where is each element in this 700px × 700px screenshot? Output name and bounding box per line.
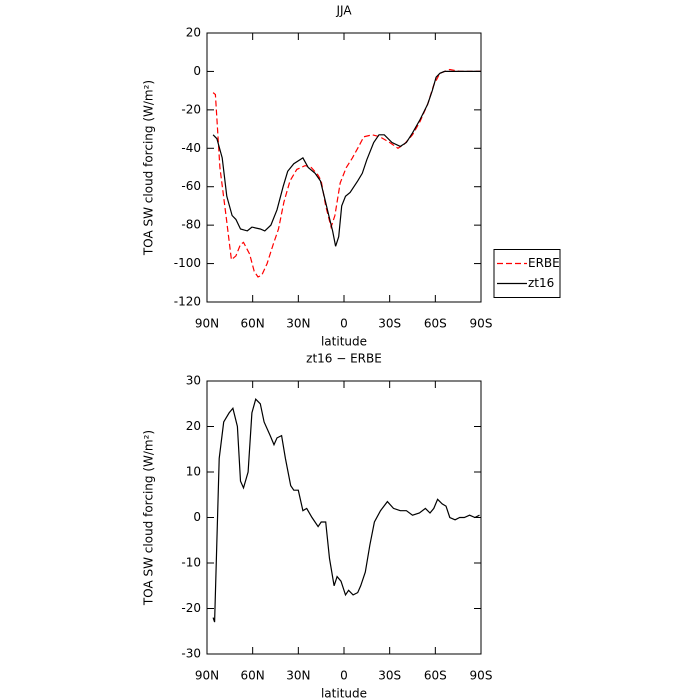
y-tick-label: 20 bbox=[186, 419, 201, 433]
y-tick-label: 10 bbox=[186, 465, 201, 479]
x-tick-label: 90S bbox=[470, 669, 493, 683]
y-tick-label: -40 bbox=[181, 141, 201, 155]
x-axis-label: latitude bbox=[321, 335, 367, 349]
x-tick-label: 60N bbox=[241, 317, 265, 331]
legend-box bbox=[493, 249, 561, 298]
plot-frame bbox=[206, 32, 482, 303]
chart-title: JJA bbox=[335, 4, 352, 18]
x-tick-label: 90N bbox=[195, 669, 219, 683]
y-tick-label: 20 bbox=[186, 26, 201, 40]
data-line bbox=[212, 68, 481, 278]
x-tick-label: 30S bbox=[378, 317, 401, 331]
plot-frame bbox=[206, 380, 482, 655]
y-tick-label: -20 bbox=[181, 601, 201, 615]
x-tick-label: 0 bbox=[340, 317, 348, 331]
x-tick-label: 90S bbox=[470, 317, 493, 331]
y-tick-label: -20 bbox=[181, 102, 201, 116]
y-tick-label: -30 bbox=[181, 647, 201, 661]
x-tick-label: 90N bbox=[195, 317, 219, 331]
x-tick-label: 30N bbox=[286, 669, 310, 683]
x-tick-label: 30N bbox=[286, 317, 310, 331]
legend-label: zt16 bbox=[528, 276, 554, 290]
y-tick-label: -100 bbox=[174, 256, 201, 270]
y-tick-label: 0 bbox=[193, 510, 201, 524]
x-axis-label: latitude bbox=[321, 687, 367, 700]
y-tick-label: -80 bbox=[181, 218, 201, 232]
x-tick-label: 30S bbox=[378, 669, 401, 683]
legend-label: ERBE bbox=[528, 256, 560, 270]
y-axis-label: TOA SW cloud forcing (W/m²) bbox=[142, 80, 156, 256]
x-tick-label: 60S bbox=[424, 317, 447, 331]
x-tick-label: 0 bbox=[340, 669, 348, 683]
chart-title: zt16 − ERBE bbox=[306, 352, 382, 366]
x-tick-label: 60S bbox=[424, 669, 447, 683]
y-tick-label: -60 bbox=[181, 179, 201, 193]
y-tick-label: -10 bbox=[181, 556, 201, 570]
data-line bbox=[212, 398, 480, 623]
x-tick-label: 60N bbox=[241, 669, 265, 683]
y-tick-label: -120 bbox=[174, 295, 201, 309]
data-line bbox=[212, 70, 481, 247]
y-tick-label: 0 bbox=[193, 64, 201, 78]
y-axis-label: TOA SW cloud forcing (W/m²) bbox=[142, 430, 156, 606]
y-tick-label: 30 bbox=[186, 374, 201, 388]
